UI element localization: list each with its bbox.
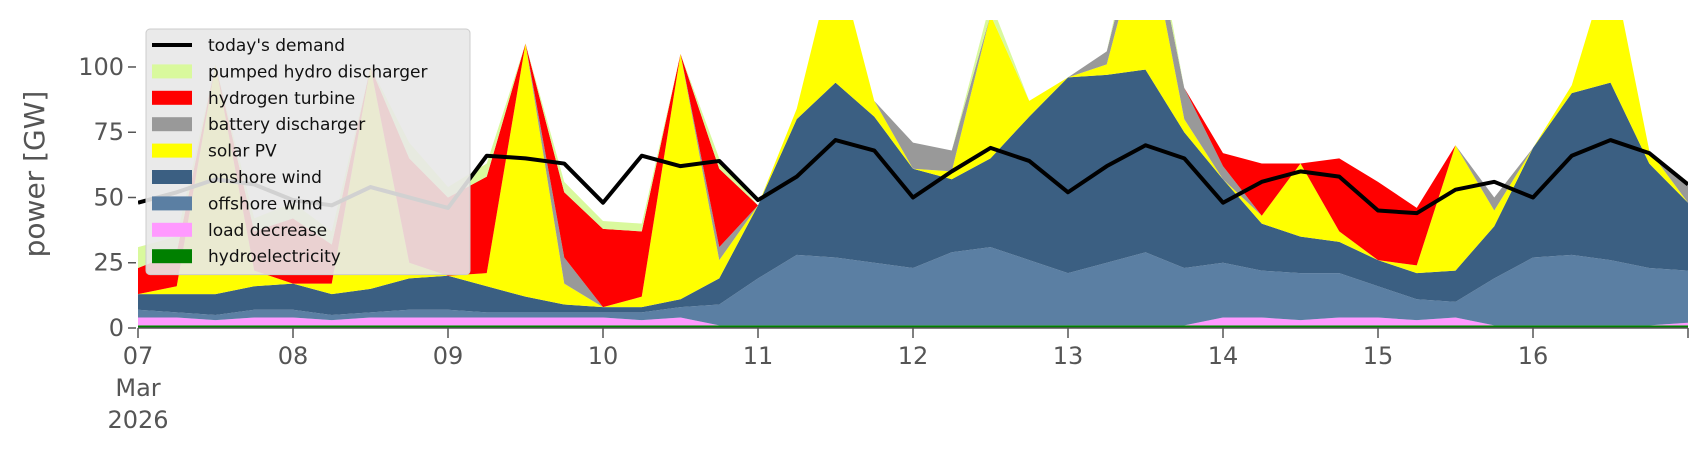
y-tick-label: 25 (93, 249, 124, 277)
legend-label-solar-pv: solar PV (208, 142, 277, 162)
x-tick-label: 12 (898, 342, 929, 370)
x-tick-label: 11 (743, 342, 774, 370)
legend-swatch-hydroelectricity (152, 249, 192, 264)
area-load-decrease (138, 317, 1688, 326)
y-tick-label: 75 (93, 118, 124, 146)
legend-swatch-load-decrease (152, 222, 192, 237)
legend-label-hydrogen-turbine: hydrogen turbine (208, 89, 355, 109)
y-axis-title: power [GW] (18, 91, 51, 258)
legend: today's demand pumped hydro discharger hyd… (145, 28, 471, 276)
legend-label-load-decrease: load decrease (208, 221, 327, 241)
y-tick-label: 50 (93, 183, 124, 211)
legend-swatch-offshore-wind (152, 196, 192, 211)
legend-swatch-solar-pv (152, 143, 192, 158)
legend-swatch-hydrogen-turbine (152, 90, 192, 105)
stacked-areas (138, 20, 1688, 328)
y-tick-label: 0 (109, 314, 124, 342)
area-onshore-wind (138, 69, 1688, 315)
x-tick-sublabel: 2026 (107, 406, 168, 434)
x-tick-label: 13 (1053, 342, 1084, 370)
x-tick-label: 14 (1208, 342, 1239, 370)
y-tick-label: 100 (78, 53, 124, 81)
x-tick-label: 08 (278, 342, 309, 370)
area-offshore-wind (138, 247, 1688, 326)
legend-label-battery-discharger: battery discharger (208, 115, 365, 135)
x-tick-label: 09 (433, 342, 464, 370)
area-battery-discharger (138, 20, 1688, 308)
x-tick-sublabel: Mar (115, 374, 160, 402)
x-tick-label: 10 (588, 342, 619, 370)
legend-label-offshore-wind: offshore wind (208, 194, 323, 214)
x-tick-label: 07 (123, 342, 154, 370)
legend-swatch-onshore-wind (152, 170, 192, 184)
legend-swatch-battery-discharger (152, 117, 192, 132)
legend-box (145, 28, 471, 276)
x-tick-label: 16 (1518, 342, 1549, 370)
axes: 0 25 50 75 100 07 Mar 2026 08 09 10 11 12 13 14 15 16 (78, 53, 1689, 434)
legend-swatch-pumped-hydro-discharger (152, 64, 192, 79)
x-tick-label: 15 (1363, 342, 1394, 370)
legend-label-onshore-wind: onshore wind (208, 168, 322, 188)
legend-label-today-s-demand: today's demand (208, 36, 345, 56)
area-hydrogen-turbine (138, 20, 1688, 308)
legend-label-pumped-hydro-discharger: pumped hydro discharger (208, 62, 427, 82)
area-solar-pv (138, 20, 1688, 308)
legend-label-hydroelectricity: hydroelectricity (208, 247, 341, 267)
